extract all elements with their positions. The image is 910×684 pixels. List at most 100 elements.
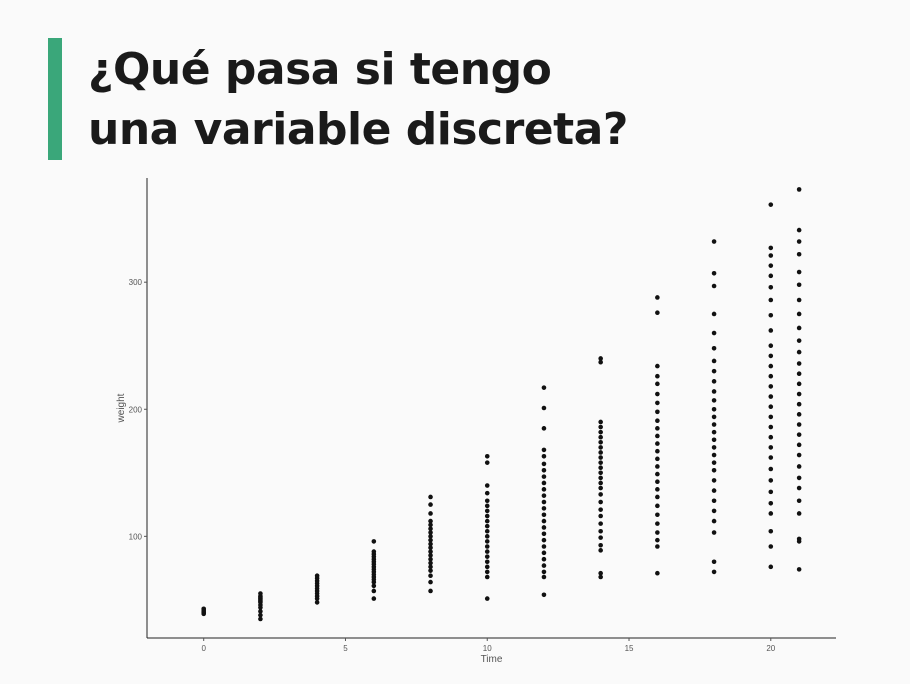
data-point	[711, 445, 717, 450]
data-point	[655, 418, 660, 424]
data-point	[484, 508, 490, 514]
data-point	[796, 464, 802, 469]
data-point	[711, 478, 717, 483]
data-point	[598, 507, 603, 512]
data-point	[428, 560, 433, 566]
data-point	[768, 501, 774, 506]
data-point	[768, 273, 774, 279]
data-point	[768, 434, 774, 440]
data-point	[655, 373, 660, 379]
data-point	[541, 506, 547, 511]
data-point	[796, 498, 802, 504]
data-point	[598, 521, 603, 526]
data-point	[655, 464, 660, 469]
data-point	[655, 400, 660, 406]
data-point	[428, 541, 433, 547]
data-point	[768, 353, 774, 359]
data-point	[768, 528, 774, 534]
data-point	[796, 475, 802, 481]
data-point	[711, 498, 717, 504]
data-point	[598, 528, 603, 534]
x-axis-label: Time	[481, 654, 503, 665]
data-point	[598, 419, 603, 425]
data-point	[655, 391, 660, 397]
data-point	[541, 592, 547, 598]
data-point	[541, 537, 547, 543]
data-point	[484, 490, 490, 496]
data-point	[796, 511, 802, 516]
data-point	[768, 284, 774, 290]
data-point	[314, 573, 320, 579]
data-point	[711, 379, 717, 384]
data-point	[655, 570, 660, 576]
data-point	[541, 447, 547, 453]
data-point	[768, 414, 774, 420]
data-point	[768, 343, 774, 349]
data-point	[796, 349, 802, 355]
data-point	[428, 518, 433, 524]
data-point	[598, 470, 603, 476]
data-point	[428, 549, 433, 554]
data-point	[598, 424, 603, 430]
data-point	[541, 550, 547, 556]
data-point	[796, 567, 802, 572]
y-axis-label: weight	[116, 393, 127, 423]
data-point	[371, 549, 377, 554]
data-point	[541, 493, 547, 498]
data-point	[428, 494, 433, 500]
y-tick-label: 200	[129, 405, 143, 414]
data-point	[768, 455, 774, 460]
data-point	[428, 568, 433, 573]
title-line-1: ¿Qué pasa si tengo	[88, 44, 552, 95]
data-point	[711, 271, 717, 276]
data-point	[484, 503, 490, 509]
data-point	[484, 554, 490, 559]
x-tick-label: 20	[766, 644, 775, 653]
data-point	[655, 494, 660, 500]
data-point	[428, 537, 433, 543]
data-point	[258, 609, 263, 614]
data-point	[796, 239, 802, 244]
data-point	[655, 448, 660, 454]
data-point	[655, 433, 660, 439]
data-point	[796, 401, 802, 407]
data-point	[796, 227, 802, 233]
data-point	[796, 391, 802, 397]
data-point	[598, 574, 603, 580]
data-point	[655, 381, 660, 387]
data-point	[371, 539, 377, 544]
data-point	[711, 452, 717, 458]
data-point	[484, 518, 490, 524]
data-point	[655, 479, 660, 485]
data-point	[371, 588, 377, 594]
data-point	[711, 530, 717, 535]
data-point	[796, 282, 802, 288]
data-point	[768, 404, 774, 410]
data-point	[428, 579, 433, 585]
data-point	[428, 545, 433, 551]
data-point	[711, 345, 717, 351]
data-point	[484, 544, 490, 549]
data-point	[541, 499, 547, 505]
data-point	[711, 460, 717, 465]
data-point	[655, 521, 660, 526]
data-point	[428, 573, 433, 579]
data-point	[768, 394, 774, 399]
data-point	[796, 325, 802, 331]
data-point	[484, 513, 490, 519]
data-point	[598, 480, 603, 486]
data-point	[541, 525, 547, 530]
title-accent-bar	[48, 38, 62, 160]
data-point	[598, 460, 603, 465]
data-point	[541, 474, 547, 479]
data-point	[655, 537, 660, 543]
data-point	[796, 251, 802, 257]
data-point	[258, 616, 263, 622]
data-point	[598, 455, 603, 460]
data-point	[711, 569, 717, 575]
data-point	[796, 269, 802, 275]
data-point	[484, 460, 490, 465]
data-point	[598, 440, 603, 445]
